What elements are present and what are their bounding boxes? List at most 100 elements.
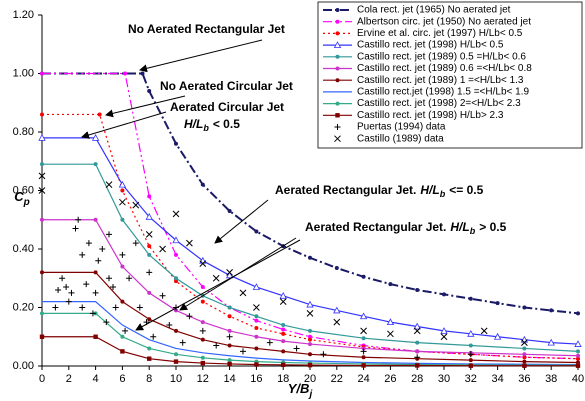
point	[293, 345, 300, 352]
point	[360, 348, 367, 355]
point	[122, 327, 129, 334]
point	[38, 134, 46, 141]
point	[200, 360, 205, 366]
line	[42, 271, 579, 364]
point	[576, 353, 580, 358]
point	[120, 334, 125, 339]
point	[174, 252, 178, 257]
point	[442, 292, 446, 297]
point	[75, 216, 82, 223]
point	[52, 304, 59, 311]
annotation-text: No Aerated Circular Jet	[160, 79, 293, 93]
point	[226, 333, 233, 340]
point	[118, 180, 127, 188]
x-tick-label: 0	[39, 373, 45, 385]
y-tick-label: 1.00	[13, 67, 34, 79]
point	[254, 318, 259, 323]
point	[89, 310, 96, 317]
point	[254, 334, 259, 339]
point	[132, 201, 140, 209]
point	[97, 112, 102, 117]
point	[123, 71, 128, 76]
point	[93, 334, 98, 339]
point	[40, 217, 44, 222]
point	[308, 352, 312, 357]
point	[68, 289, 75, 296]
x-axis-label: Y/Bj	[288, 381, 313, 399]
point	[126, 275, 133, 282]
point	[240, 348, 246, 355]
x-axis-label-main: Y/B	[288, 381, 310, 396]
point	[174, 352, 178, 357]
point	[166, 322, 173, 329]
point	[172, 210, 180, 218]
point	[361, 274, 366, 279]
point	[361, 355, 366, 360]
x-tick-label: 8	[146, 373, 152, 385]
point	[103, 319, 110, 326]
point	[120, 217, 125, 222]
point	[253, 304, 260, 311]
x-tick-label: 10	[170, 373, 182, 385]
legend-label: Castillo rect. jet (1989) 0.5 =H/Lb< 0.6	[357, 51, 526, 62]
point	[227, 305, 232, 310]
y-tick-label: 0.80	[13, 126, 34, 138]
point	[413, 327, 421, 335]
point	[335, 113, 340, 118]
point	[266, 339, 273, 346]
series	[39, 334, 581, 368]
x-tick-label: 34	[491, 373, 503, 385]
point	[79, 251, 86, 258]
x-tick-label: 18	[277, 373, 289, 385]
point	[547, 338, 555, 346]
y-axis-label-main: C	[14, 189, 24, 204]
point	[279, 291, 287, 299]
point	[83, 281, 90, 288]
point	[307, 362, 313, 368]
point	[387, 330, 394, 338]
point	[413, 322, 421, 330]
x-tick-label: 40	[572, 373, 584, 385]
point	[335, 31, 340, 36]
arrow	[81, 111, 167, 139]
annotation-subscript: b	[470, 226, 476, 236]
point	[254, 229, 259, 234]
point	[335, 101, 340, 106]
point	[79, 304, 86, 311]
x-tick-label: 2	[66, 373, 72, 385]
legend: Cola rect. jet (1965) No aerated jetAlbe…	[317, 1, 583, 149]
annotation-italic: H/L	[184, 117, 203, 131]
point	[40, 71, 44, 76]
annotation: No Aerated Rectangular Jet	[128, 22, 285, 36]
point	[306, 300, 314, 308]
point	[159, 245, 166, 253]
point	[105, 181, 113, 189]
point	[333, 306, 341, 314]
point	[334, 124, 341, 130]
point	[200, 182, 205, 187]
x-tick-label: 26	[384, 373, 396, 385]
point	[575, 363, 581, 368]
line	[42, 301, 579, 366]
point	[281, 323, 286, 328]
point	[120, 188, 125, 193]
point	[468, 363, 473, 368]
point	[480, 327, 488, 335]
point	[361, 363, 366, 368]
point	[147, 252, 152, 257]
point	[199, 327, 206, 334]
point	[200, 285, 205, 290]
point	[200, 355, 205, 360]
point	[333, 41, 342, 48]
point	[39, 334, 45, 339]
point	[200, 320, 205, 325]
arrow	[214, 199, 269, 244]
series	[38, 134, 582, 347]
legend-label: Puertas (1994) data	[357, 122, 446, 133]
annotation-text: Aerated Rectangular Jet.	[275, 183, 416, 197]
point	[112, 304, 119, 311]
point	[120, 299, 125, 304]
point	[333, 318, 341, 326]
point	[335, 66, 340, 71]
point	[147, 317, 152, 322]
